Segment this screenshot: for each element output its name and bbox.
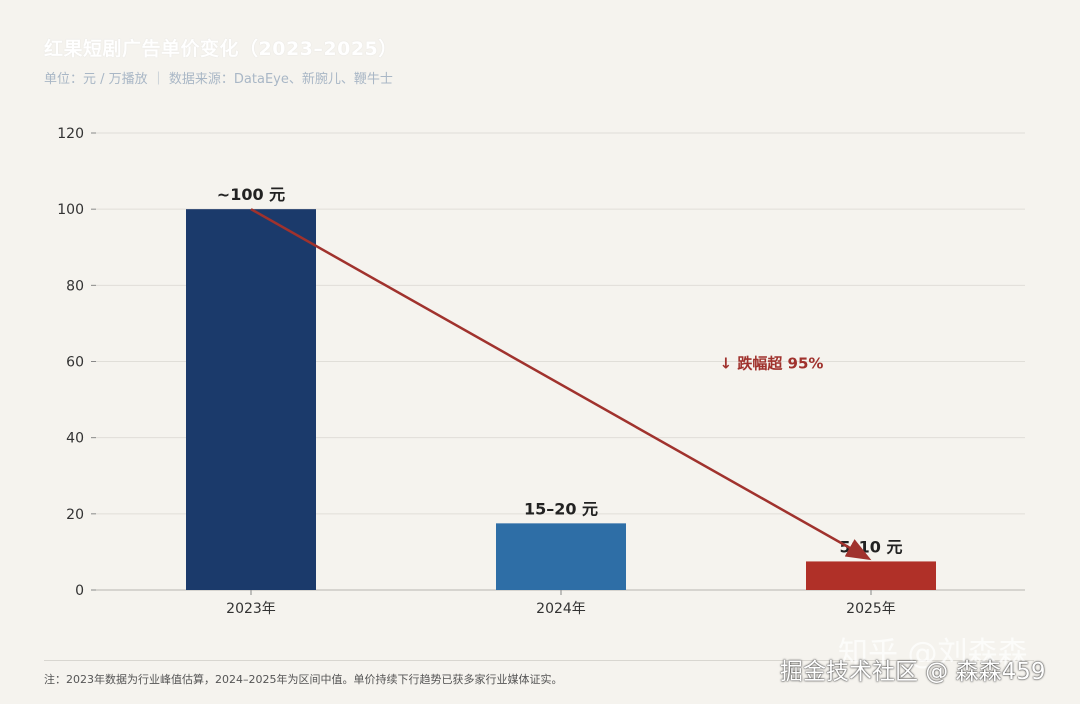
footer-note: 注：2023年数据为行业峰值估算，2024–2025年为区间中值。单价持续下行趋…: [44, 673, 563, 686]
bar-chart: 0 20 40 60 80 100 120 2023年 ~100 元 2024年 15–20 元 20…: [57, 126, 1025, 617]
data-label: 15–20 元: [524, 499, 598, 518]
trend-arrow: [250, 208, 872, 561]
bar-2: [496, 523, 626, 590]
y-tick-label: 0: [75, 583, 84, 599]
y-tick-label: 40: [66, 431, 84, 447]
x-tick-label: 2025年: [846, 601, 896, 617]
footer-divider: [44, 660, 1034, 661]
x-tick-label: 2024年: [536, 601, 586, 617]
juejin-watermark: 掘金技术社区 @ 森森459: [780, 659, 1046, 685]
chart-subtitle: 单位：元 / 万播放 ｜ 数据来源：DataEye、新腕儿、鞭牛士: [44, 72, 393, 87]
y-tick-label: 20: [66, 507, 84, 523]
y-tick-label: 100: [57, 202, 84, 218]
bar-3: [806, 561, 936, 590]
bar-1: [186, 209, 316, 590]
y-tick-label: 80: [66, 278, 84, 294]
data-label: ~100 元: [217, 185, 285, 204]
y-tick-label: 120: [57, 126, 84, 142]
y-tick-label: 60: [66, 355, 84, 371]
x-tick-label: 2023年: [226, 601, 276, 617]
chart-title: 红果短剧广告单价变化（2023–2025）: [44, 38, 398, 60]
annotation-label: ↓ 跌幅超 95%: [720, 355, 824, 373]
zhihu-watermark: 知乎 @刘森森: [838, 636, 1028, 671]
